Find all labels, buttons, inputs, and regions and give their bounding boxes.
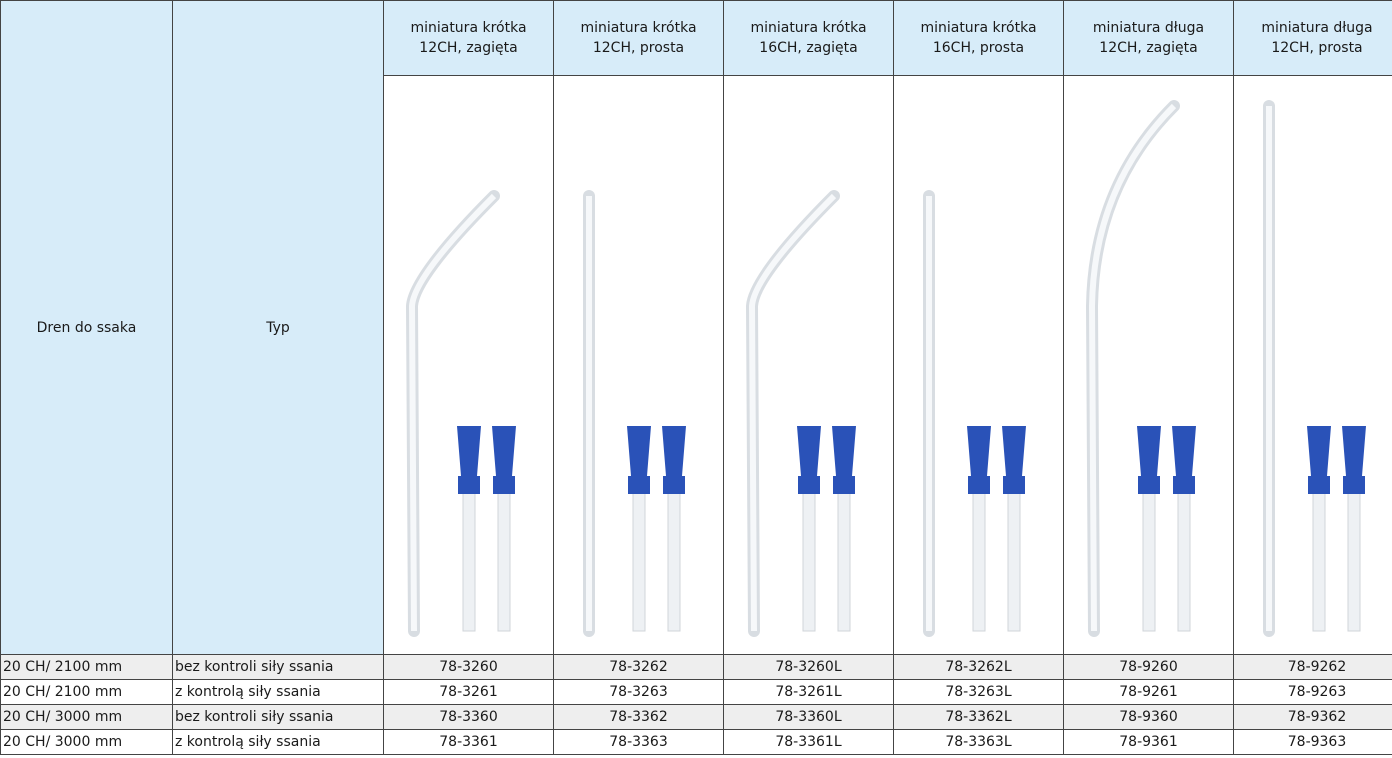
code-cell: 78-3362 bbox=[553, 704, 724, 730]
product-spec: 12CH, zagięta bbox=[419, 40, 518, 56]
code-cell: 78-9361 bbox=[1063, 729, 1234, 755]
code-cell: 78-3361L bbox=[723, 729, 894, 755]
product-image bbox=[1063, 75, 1234, 655]
table-row: 20 CH/ 3000 mm z kontrolą siły ssania 78-3… bbox=[0, 729, 1392, 755]
code-cell: 78-3260 bbox=[383, 654, 554, 680]
product-image bbox=[383, 75, 554, 655]
product-header: miniatura długa 12CH, zagięta bbox=[1063, 0, 1234, 76]
table-row: 20 CH/ 2100 mm z kontrolą siły ssania 78-3… bbox=[0, 679, 1392, 705]
tube-illustration bbox=[1263, 100, 1366, 637]
code-cell: 78-3360L bbox=[723, 704, 894, 730]
code-cell: 78-3361 bbox=[383, 729, 554, 755]
code-cell: 78-9261 bbox=[1063, 679, 1234, 705]
typ-cell: bez kontroli siły ssania bbox=[172, 704, 384, 730]
code-cell: 78-3362L bbox=[893, 704, 1064, 730]
tube-illustration bbox=[923, 190, 1026, 637]
code-cell: 78-3261 bbox=[383, 679, 554, 705]
code-cell: 78-3262L bbox=[893, 654, 1064, 680]
product-spec: 16CH, zagięta bbox=[759, 40, 858, 56]
product-spec: 16CH, prosta bbox=[932, 40, 1025, 56]
product-name: miniatura długa bbox=[1261, 20, 1373, 36]
product-header: miniatura krótka 16CH, zagięta bbox=[723, 0, 894, 76]
dren-header: Dren do ssaka bbox=[0, 0, 173, 655]
table-row: 20 CH/ 3000 mm bez kontroli siły ssania 78… bbox=[0, 704, 1392, 730]
dren-cell: 20 CH/ 3000 mm bbox=[0, 729, 173, 755]
code-cell: 78-9363 bbox=[1233, 729, 1392, 755]
dren-cell: 20 CH/ 2100 mm bbox=[0, 654, 173, 680]
tube-illustration bbox=[405, 190, 516, 637]
product-image bbox=[893, 75, 1064, 655]
code-cell: 78-9260 bbox=[1063, 654, 1234, 680]
code-cell: 78-3360 bbox=[383, 704, 554, 730]
code-cell: 78-3363 bbox=[553, 729, 724, 755]
code-cell: 78-9263 bbox=[1233, 679, 1392, 705]
code-cell: 78-9360 bbox=[1063, 704, 1234, 730]
product-image bbox=[1233, 75, 1392, 655]
dren-cell: 20 CH/ 2100 mm bbox=[0, 679, 173, 705]
product-spec: 12CH, prosta bbox=[592, 40, 685, 56]
code-cell: 78-3260L bbox=[723, 654, 894, 680]
product-header: miniatura krótka 12CH, zagięta bbox=[383, 0, 554, 76]
tube-illustration bbox=[1085, 100, 1196, 637]
product-name: miniatura krótka bbox=[410, 20, 527, 36]
code-cell: 78-3263L bbox=[893, 679, 1064, 705]
tube-illustration bbox=[745, 190, 856, 637]
code-cell: 78-3262 bbox=[553, 654, 724, 680]
product-name: miniatura krótka bbox=[580, 20, 697, 36]
code-cell: 78-3261L bbox=[723, 679, 894, 705]
code-cell: 78-3263 bbox=[553, 679, 724, 705]
table-row: 20 CH/ 2100 mm bez kontroli siły ssania 78… bbox=[0, 654, 1392, 680]
product-header: miniatura krótka 16CH, prosta bbox=[893, 0, 1064, 76]
typ-cell: z kontrolą siły ssania bbox=[172, 679, 384, 705]
code-cell: 78-9262 bbox=[1233, 654, 1392, 680]
product-name: miniatura długa bbox=[1092, 20, 1205, 36]
product-name: miniatura krótka bbox=[750, 20, 867, 36]
tube-illustration bbox=[583, 190, 686, 637]
product-spec: 12CH, prosta bbox=[1271, 40, 1363, 56]
product-image bbox=[553, 75, 724, 655]
product-spec: 12CH, zagięta bbox=[1099, 40, 1198, 56]
dren-cell: 20 CH/ 3000 mm bbox=[0, 704, 173, 730]
product-name: miniatura krótka bbox=[920, 20, 1037, 36]
code-cell: 78-3363L bbox=[893, 729, 1064, 755]
typ-header: Typ bbox=[172, 0, 384, 655]
product-header: miniatura długa 12CH, prosta bbox=[1233, 0, 1392, 76]
product-header: miniatura krótka 12CH, prosta bbox=[553, 0, 724, 76]
product-image bbox=[723, 75, 894, 655]
typ-cell: z kontrolą siły ssania bbox=[172, 729, 384, 755]
typ-cell: bez kontroli siły ssania bbox=[172, 654, 384, 680]
code-cell: 78-9362 bbox=[1233, 704, 1392, 730]
